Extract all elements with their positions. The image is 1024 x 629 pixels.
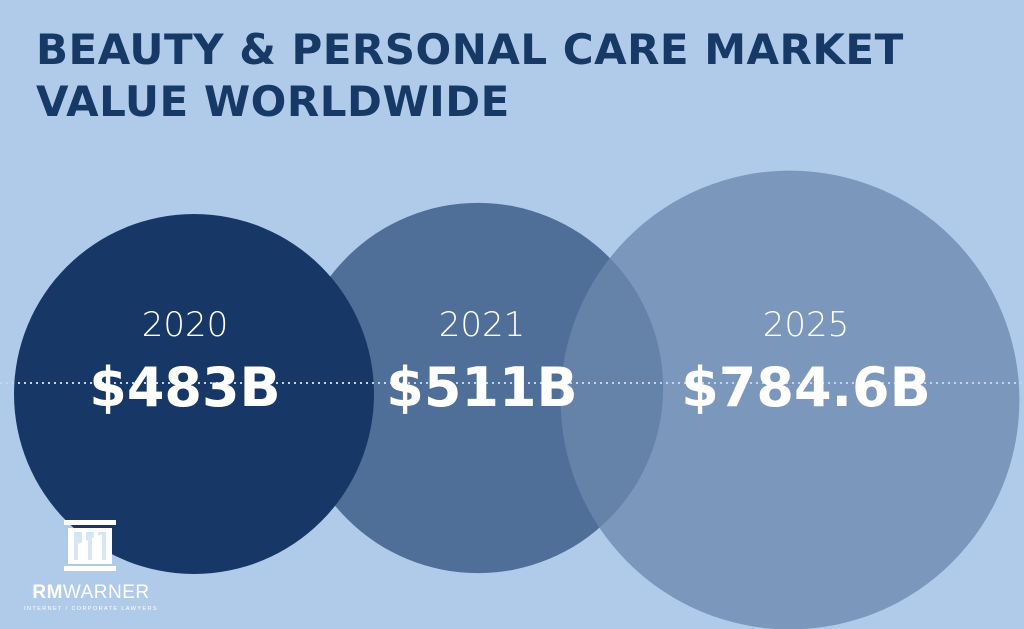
bubble-2021 <box>292 202 664 574</box>
chart-title-line-2: VALUE WORLDWIDE <box>36 77 510 126</box>
year-label-2025: 2025 <box>763 305 850 345</box>
logo-brand-bold: RM <box>32 582 63 603</box>
pillar-building-icon <box>64 520 116 571</box>
rm-warner-logo: RMWARNER INTERNET / CORPORATE LAWYERS <box>22 518 160 614</box>
value-label-2025: $784.6B <box>681 356 931 419</box>
year-label-2021: 2021 <box>439 305 526 345</box>
value-label-2021: $511B <box>386 356 577 419</box>
chart-title: BEAUTY & PERSONAL CARE MARKET VALUE WORL… <box>36 24 904 128</box>
value-label-2020: $483B <box>89 356 280 419</box>
bubble-2020 <box>14 214 374 574</box>
chart-title-line-1: BEAUTY & PERSONAL CARE MARKET <box>36 25 904 74</box>
bubble-2025 <box>560 170 1020 629</box>
logo-tagline: INTERNET / CORPORATE LAWYERS <box>24 606 158 612</box>
logo-brand-rest: WARNER <box>62 582 150 603</box>
year-label-2020: 2020 <box>142 305 229 345</box>
logo-wordmark: RMWARNER <box>22 582 160 604</box>
